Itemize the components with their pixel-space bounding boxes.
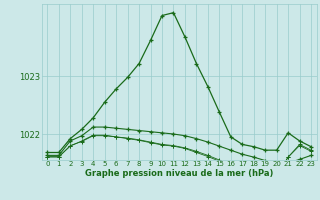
X-axis label: Graphe pression niveau de la mer (hPa): Graphe pression niveau de la mer (hPa) [85,169,273,178]
